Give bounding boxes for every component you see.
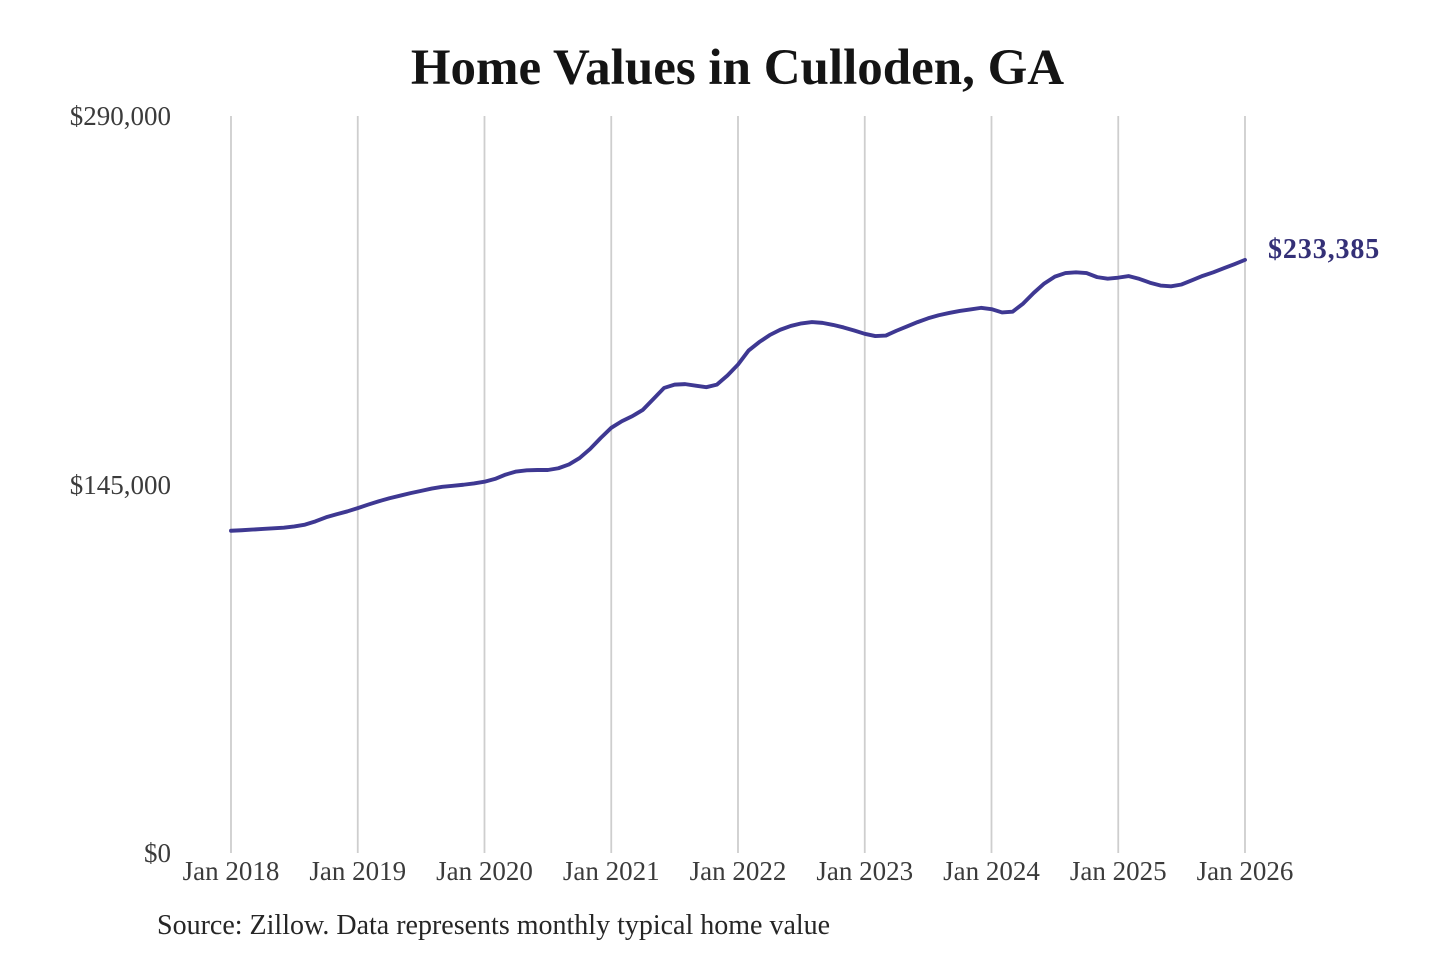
x-axis-tick-label-jan-2018: Jan 2018 (182, 856, 280, 886)
latest-value-label: $233,385 (1268, 233, 1381, 265)
home-value-line (229, 257, 1247, 533)
source-note: Source: Zillow. Data represents monthly … (157, 910, 831, 941)
chart-title: Home Values in Culloden, GA (410, 40, 1065, 96)
x-axis-tick-label-jan-2019: Jan 2019 (309, 856, 407, 886)
x-axis-tick-label-jan-2024: Jan 2024 (943, 856, 1040, 886)
y-axis-tick-label-145000: $145,000 (69, 469, 171, 500)
x-axis-tick-label-jan-2026: Jan 2026 (1196, 856, 1294, 886)
x-axis-tick-label-jan-2023: Jan 2023 (816, 856, 914, 886)
x-axis-tick-label-jan-2025: Jan 2025 (1069, 856, 1167, 886)
y-axis-tick-label-290000: $290,000 (69, 101, 171, 131)
x-axis-tick-label-jan-2022: Jan 2022 (689, 856, 787, 886)
x-axis-tick-label-jan-2021: Jan 2021 (562, 856, 660, 886)
x-axis-tick-label-jan-2020: Jan 2020 (436, 856, 533, 886)
y-axis-tick-label-0: $0 (144, 838, 171, 868)
